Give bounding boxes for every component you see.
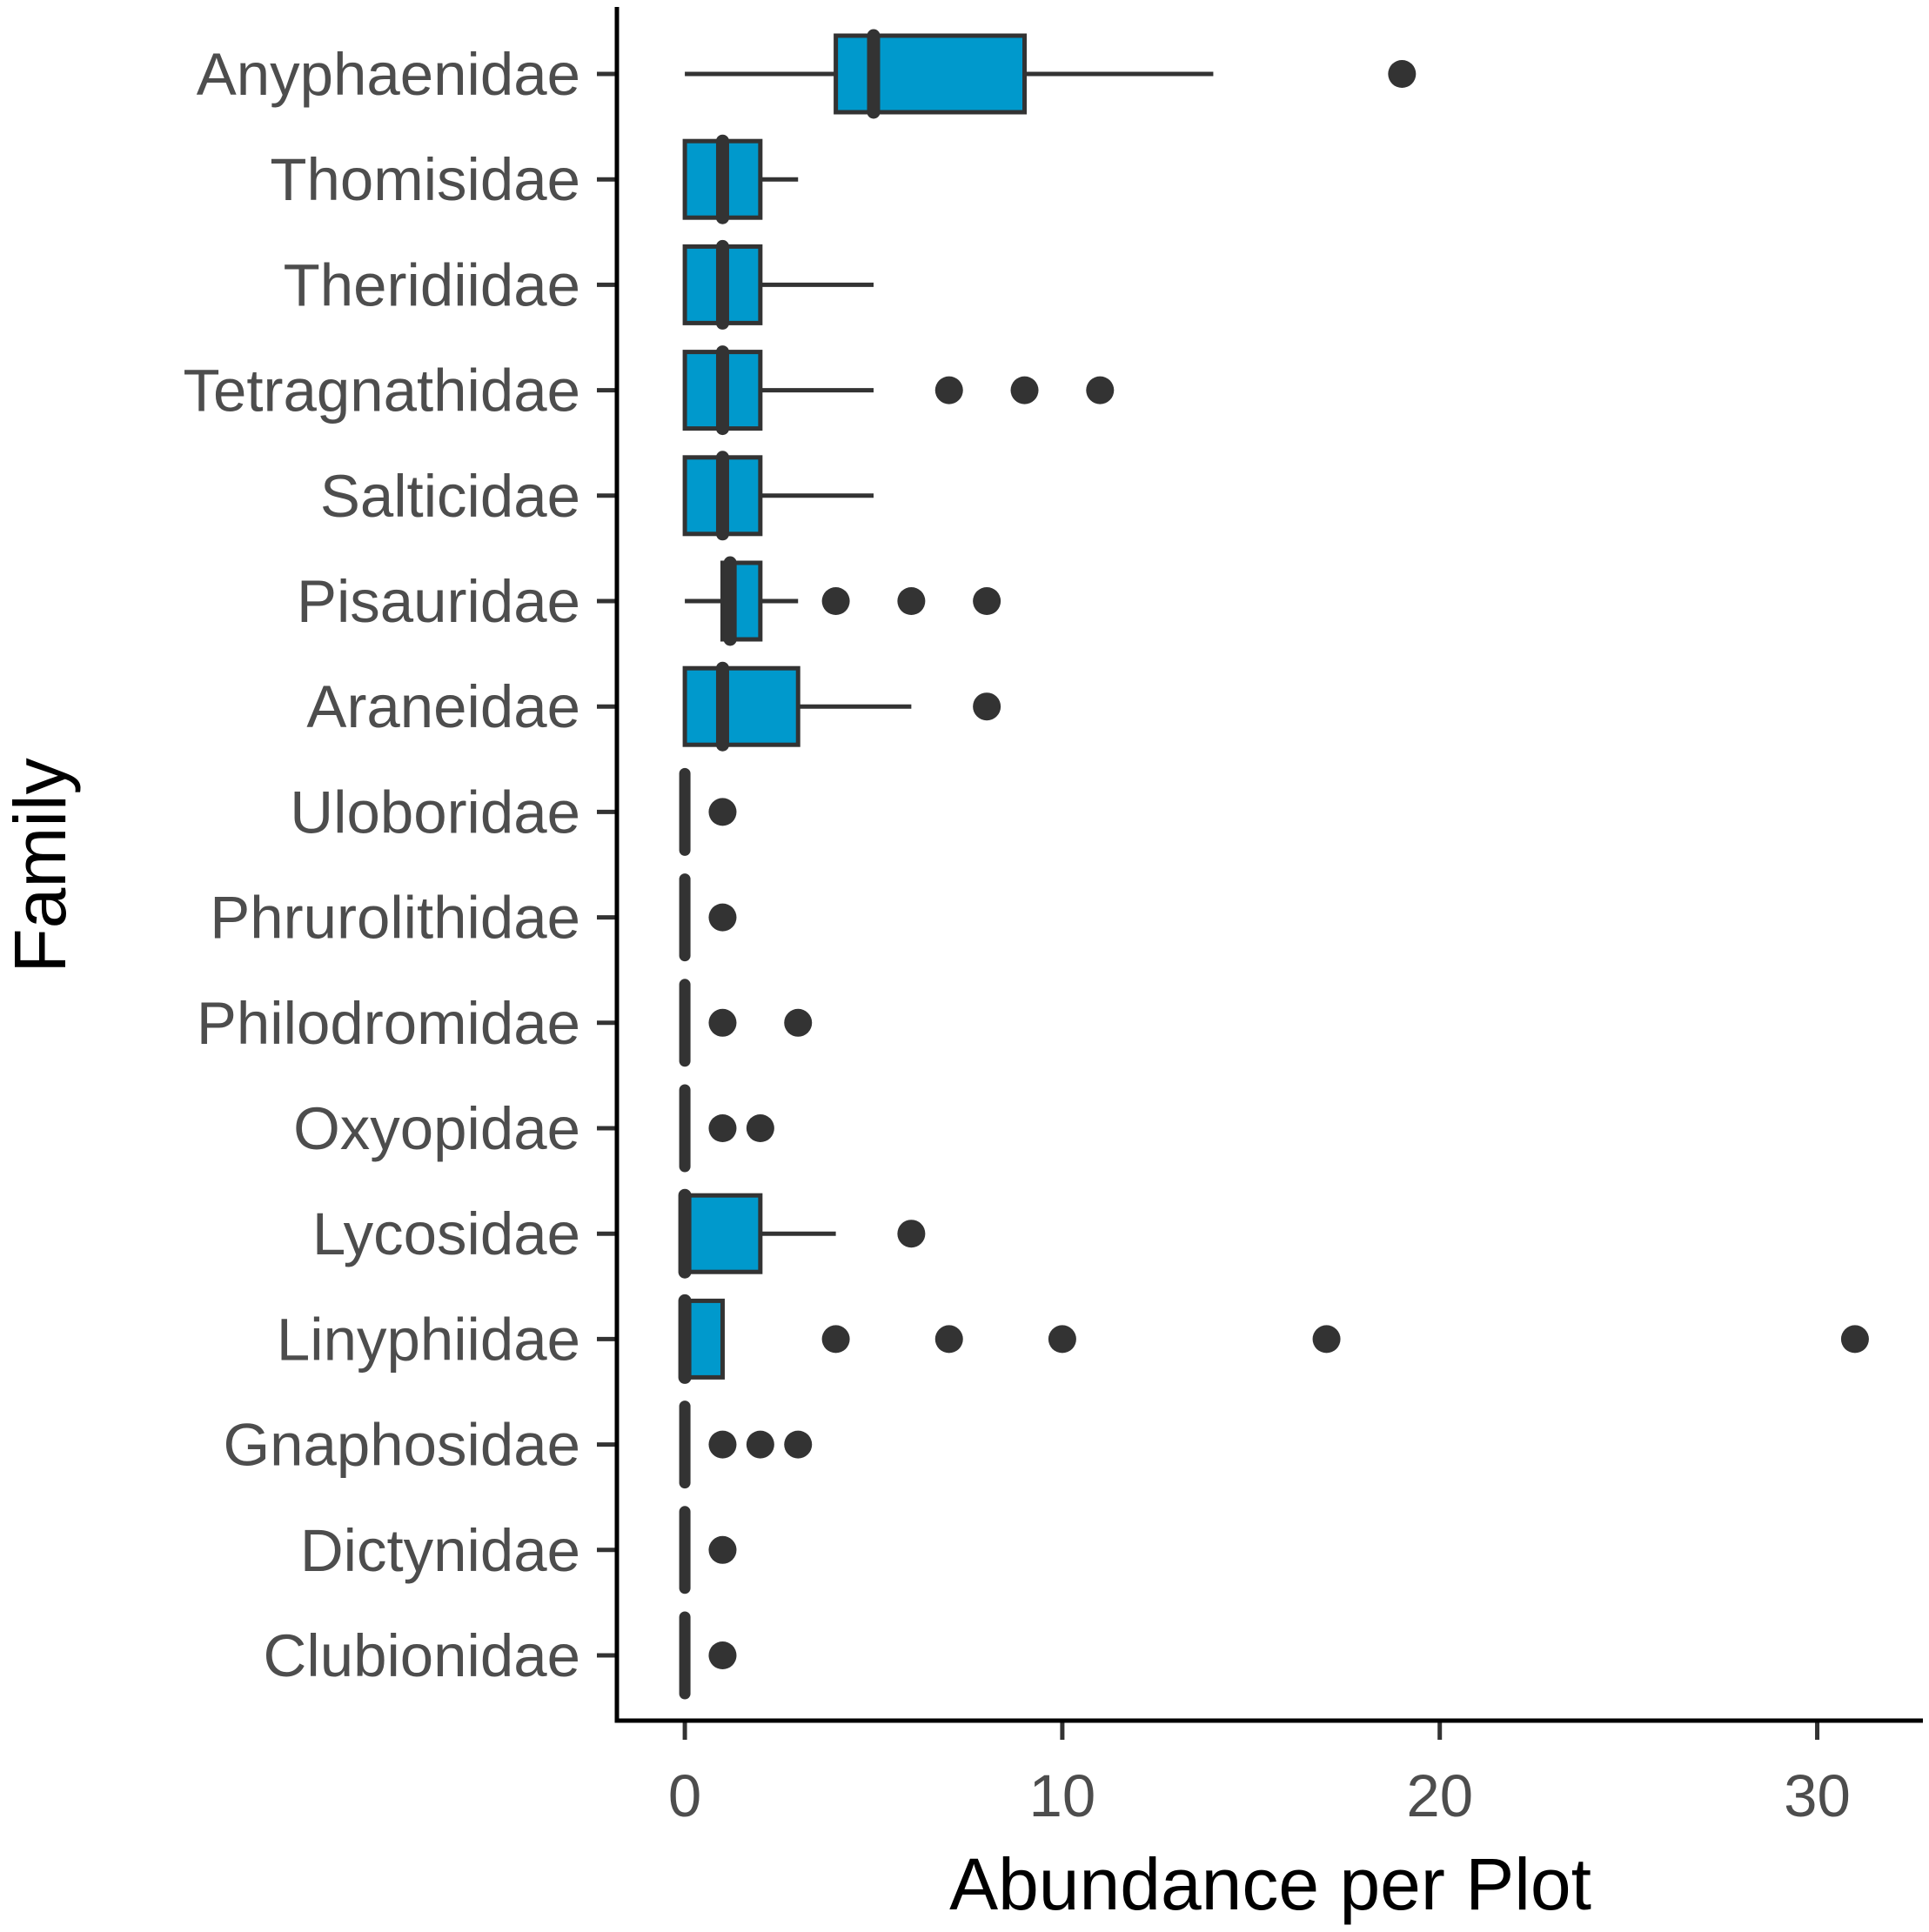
- x-tick-label: 0: [668, 1762, 701, 1829]
- y-tick-label: Thomisidae: [270, 146, 580, 213]
- outlier-point: [1840, 1325, 1869, 1354]
- outlier-point: [708, 1535, 737, 1564]
- outlier-point: [934, 1325, 963, 1354]
- outlier-point: [708, 798, 737, 826]
- y-tick-label: Linyphiidae: [277, 1306, 580, 1373]
- outlier-point: [897, 587, 926, 615]
- outlier-point: [821, 587, 850, 615]
- outlier-point: [1048, 1325, 1076, 1354]
- y-tick-label: Salticidae: [320, 463, 580, 530]
- outlier-point: [708, 1008, 737, 1037]
- outlier-point: [1086, 376, 1115, 404]
- outlier-point: [1010, 376, 1039, 404]
- box: [682, 1193, 763, 1274]
- x-tick-label: 20: [1406, 1762, 1473, 1829]
- x-axis-title: Abundance per Plot: [949, 1843, 1591, 1925]
- outlier-point: [784, 1008, 813, 1037]
- y-axis-title: Family: [0, 758, 81, 973]
- x-axis-ticks: 0 10 20 30: [668, 1721, 1851, 1829]
- outlier-point: [708, 1114, 737, 1142]
- outlier-point: [973, 587, 1001, 615]
- y-tick-label: Dictynidae: [300, 1517, 580, 1584]
- y-tick-label: Theridiidae: [284, 251, 580, 318]
- y-tick-label: Phrurolithidae: [210, 885, 580, 952]
- y-tick-label: Gnaphosidae: [224, 1412, 581, 1479]
- outliers-layer: [708, 60, 1869, 1669]
- outlier-point: [784, 1430, 813, 1459]
- y-tick-label: Araneidae: [306, 673, 580, 740]
- outlier-point: [746, 1114, 774, 1142]
- y-tick-label: Lycosidae: [312, 1200, 580, 1267]
- outlier-point: [1312, 1325, 1341, 1354]
- outlier-point: [708, 1430, 737, 1459]
- outlier-point: [897, 1220, 926, 1248]
- box: [682, 665, 800, 747]
- outlier-point: [746, 1430, 774, 1459]
- box: [834, 33, 1028, 115]
- x-tick-label: 30: [1784, 1762, 1851, 1829]
- outlier-point: [973, 692, 1001, 721]
- outlier-point: [821, 1325, 850, 1354]
- outlier-point: [708, 903, 737, 932]
- y-tick-label: Tetragnathidae: [183, 358, 580, 425]
- outlier-point: [934, 376, 963, 404]
- outlier-point: [708, 1641, 737, 1669]
- y-tick-label: Philodromidae: [197, 990, 580, 1057]
- y-tick-label: Anyphaenidae: [197, 41, 580, 108]
- boxes-layer: [678, 29, 1214, 1700]
- y-tick-label: Uloboridae: [290, 779, 580, 846]
- y-tick-label: Oxyopidae: [293, 1095, 580, 1162]
- x-tick-label: 10: [1029, 1762, 1096, 1829]
- y-axis-ticks: Anyphaenidae Thomisidae Theridiidae Tetragn…: [183, 41, 617, 1689]
- y-tick-label: Clubionidae: [264, 1622, 580, 1689]
- outlier-point: [1388, 60, 1417, 88]
- y-tick-label: Pisauridae: [297, 568, 580, 635]
